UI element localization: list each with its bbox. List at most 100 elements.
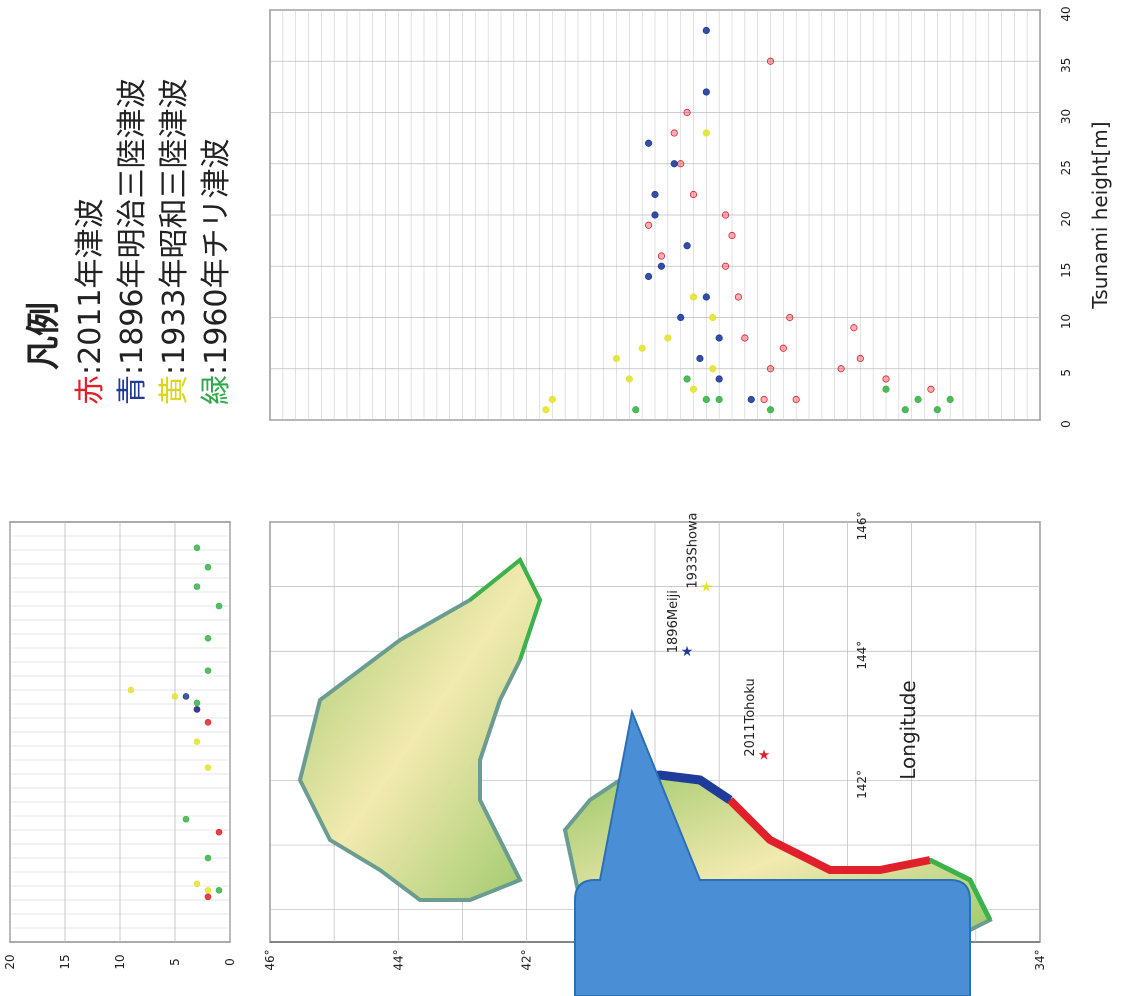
scatter-point: [683, 242, 691, 250]
legend-entry-separator: :: [157, 365, 192, 375]
scatter-point: [625, 375, 633, 383]
epicenter-star: ★: [758, 748, 771, 764]
scatter-point: [702, 395, 710, 404]
coast-band-2011: [727, 797, 931, 874]
scatter-point: [612, 354, 621, 363]
legend-title: 凡例: [24, 302, 64, 370]
map-y-tick-label: 46°: [263, 949, 277, 970]
scatter-point: [689, 293, 698, 301]
scatter-point: [702, 26, 710, 35]
epicenter-label: 1896Meiji: [666, 590, 681, 653]
callout-shape: [574, 708, 971, 996]
scatter-x-tick-label: 30: [1059, 109, 1073, 124]
scatter-point: [548, 395, 556, 404]
scatter-point: [644, 272, 653, 281]
scatter-point: [734, 293, 743, 301]
legend-entry-key: 青: [115, 375, 150, 405]
inset-tick-label: 10: [113, 954, 127, 969]
inset-point: [193, 699, 201, 707]
scatter-point: [850, 324, 858, 332]
scatter-point: [651, 190, 659, 199]
legend-entry-separator: :: [115, 365, 150, 375]
map-x-tick-label: 144°: [855, 641, 869, 670]
legend-entry: 青:1896年明治三陸津波: [115, 79, 150, 405]
legend-entry: 緑:1960年チリ津波: [199, 139, 234, 405]
scatter-point: [766, 57, 775, 65]
inset-point: [204, 854, 212, 862]
inset-point: [215, 828, 223, 836]
scatter-point: [664, 334, 672, 342]
inset-point: [204, 887, 212, 894]
scatter-point: [651, 211, 659, 219]
legend-entry-key: 赤: [73, 375, 108, 405]
scatter-point: [882, 385, 890, 393]
scatter-x-tick-label: 5: [1059, 369, 1073, 377]
scatter-point: [644, 221, 653, 229]
scatter-point: [760, 395, 768, 404]
inset-point: [204, 764, 212, 771]
inset-point: [127, 686, 135, 694]
scatter-x-tick-label: 40: [1059, 6, 1073, 21]
scatter-point: [677, 160, 685, 168]
land-hokkaido: [297, 556, 543, 902]
legend-entry-text: 1933年昭和三陸津波: [157, 79, 192, 365]
scatter-point: [644, 139, 653, 147]
callout-bubble: [574, 708, 971, 996]
scatter-point: [677, 313, 685, 322]
scatter-point: [542, 406, 550, 414]
scatter-point: [689, 385, 698, 393]
scatter-x-tick-label: 15: [1059, 263, 1073, 278]
scatter-point: [933, 406, 941, 414]
scatter-point: [670, 129, 678, 137]
epicenter-label: 1933Showa: [685, 512, 700, 588]
scatter-point: [683, 108, 691, 117]
scatter-x-axis-label: Tsunami height[m]: [1088, 121, 1112, 309]
inset-tick-label: 0: [223, 958, 237, 966]
scatter-point: [721, 211, 730, 219]
legend-entry-separator: :: [73, 365, 108, 375]
inset-point: [204, 719, 212, 726]
scatter-point: [901, 406, 909, 414]
scatter-point: [914, 395, 922, 404]
scatter-point: [792, 395, 800, 404]
scatter-point: [657, 252, 666, 260]
scatter-point: [721, 262, 730, 270]
inset-point: [193, 544, 201, 552]
scatter-point: [632, 406, 640, 414]
map-y-tick-label: 44°: [391, 949, 405, 970]
epicenter-star: ★: [700, 580, 713, 596]
inset-point: [204, 667, 212, 674]
epicenter-star: ★: [681, 644, 694, 660]
scatter-point: [670, 160, 678, 168]
legend-entry: 赤:2011年津波: [73, 199, 108, 405]
scatter-point: [702, 129, 710, 137]
scatter-x-tick-label: 35: [1059, 58, 1073, 73]
scatter-point: [696, 354, 704, 363]
scatter-x-tick-label: 0: [1059, 420, 1073, 428]
legend-entry-separator: :: [199, 365, 234, 375]
inset-point: [193, 880, 201, 888]
scatter-point: [779, 344, 787, 352]
scatter-point: [715, 334, 723, 342]
inset-point: [193, 738, 201, 745]
inset-point: [204, 563, 212, 571]
scatter-point: [837, 365, 845, 373]
scatter-point: [741, 334, 749, 342]
scatter-point: [747, 395, 755, 404]
scatter-point: [709, 313, 717, 322]
legend-entry-key: 緑: [199, 375, 234, 405]
map-y-tick-label: 42°: [520, 949, 534, 970]
inset-point: [182, 815, 190, 823]
map-x-tick-label: 142°: [855, 770, 869, 799]
inset-chart: 0 5 10 15 20: [3, 521, 237, 970]
scatter-point: [728, 231, 736, 240]
scatter-point: [702, 293, 710, 301]
inset-point: [193, 706, 201, 713]
inset-point: [215, 887, 223, 894]
scatter-point: [702, 88, 710, 96]
scatter-x-tick-label: 10: [1059, 314, 1073, 329]
scatter-point: [856, 354, 864, 363]
inset-point: [204, 635, 212, 642]
legend-entry-text: 2011年津波: [73, 199, 108, 365]
